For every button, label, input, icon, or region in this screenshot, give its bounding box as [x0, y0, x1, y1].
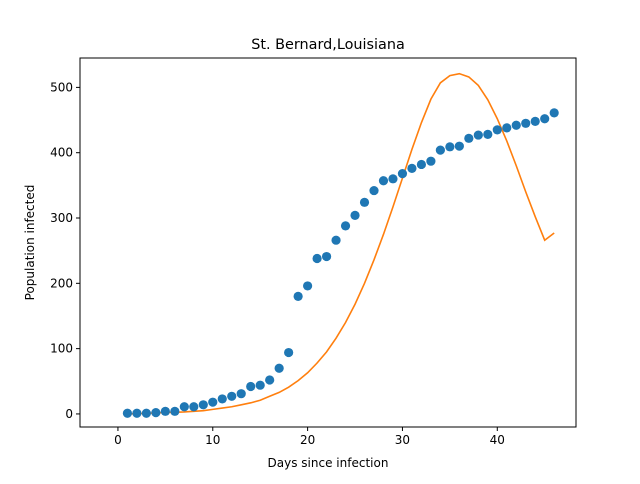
data-point: [170, 406, 180, 416]
data-point: [483, 129, 493, 140]
data-point: [331, 235, 341, 245]
x-tick-label: 40: [490, 433, 505, 447]
data-point: [359, 197, 370, 207]
data-point: [122, 408, 133, 418]
chart-title: St. Bernard,Louisiana: [251, 37, 405, 53]
data-point: [426, 156, 436, 166]
model-curve-line: [127, 72, 555, 415]
data-point: [511, 120, 521, 130]
y-tick-label: 500: [50, 80, 73, 94]
y-tick-label: 400: [50, 146, 73, 160]
data-point: [464, 133, 474, 143]
data-point: [540, 114, 550, 124]
y-tick-label: 200: [50, 276, 73, 290]
data-curve: [127, 72, 555, 415]
data-point: [132, 408, 142, 418]
data-point: [274, 363, 284, 373]
data-point: [435, 145, 445, 155]
data-point: [303, 281, 313, 291]
data-point: [198, 400, 208, 410]
data-point: [350, 210, 360, 220]
y-tick-label: 300: [50, 211, 73, 225]
data-point: [312, 253, 322, 264]
x-axis-label: Days since infection: [268, 456, 389, 470]
data-point: [473, 130, 483, 140]
data-point: [549, 108, 559, 118]
x-tick-label: 30: [395, 433, 410, 447]
y-axis-ticks: 0 100 200 300 400 500: [50, 80, 80, 421]
y-axis-label: Population infected: [23, 185, 37, 301]
data-point: [388, 174, 398, 184]
data-point: [189, 402, 199, 412]
data-point: [236, 389, 246, 399]
data-points: [122, 108, 559, 418]
data-point: [530, 116, 540, 126]
data-point: [445, 142, 455, 152]
y-tick-label: 0: [65, 407, 73, 421]
plot-area: 0 10 20 30 40 0 100 200 300 400 500: [50, 57, 577, 447]
data-point: [141, 408, 151, 418]
data-point: [340, 221, 351, 231]
data-point: [521, 118, 531, 128]
data-point: [407, 163, 417, 173]
data-point: [246, 381, 256, 392]
x-axis-ticks: 0 10 20 30 40: [114, 427, 505, 447]
data-point: [227, 391, 237, 401]
y-tick-label: 100: [50, 342, 73, 356]
data-point: [284, 347, 294, 358]
x-tick-label: 0: [114, 433, 122, 447]
data-point: [321, 251, 332, 262]
data-point: [492, 125, 502, 135]
data-point: [378, 176, 389, 186]
data-point: [255, 380, 265, 390]
x-tick-label: 10: [205, 433, 220, 447]
data-point: [293, 291, 303, 301]
data-point: [179, 402, 189, 412]
data-point: [397, 169, 408, 179]
data-point: [208, 397, 218, 407]
x-tick-label: 20: [300, 433, 315, 447]
data-point: [502, 123, 512, 133]
data-point: [151, 408, 161, 418]
data-point: [369, 185, 379, 196]
data-point: [454, 141, 464, 151]
axes-frame: [79, 57, 577, 428]
data-point: [160, 406, 170, 416]
data-point: [217, 394, 227, 404]
data-point: [265, 375, 275, 385]
data-point: [416, 159, 427, 170]
